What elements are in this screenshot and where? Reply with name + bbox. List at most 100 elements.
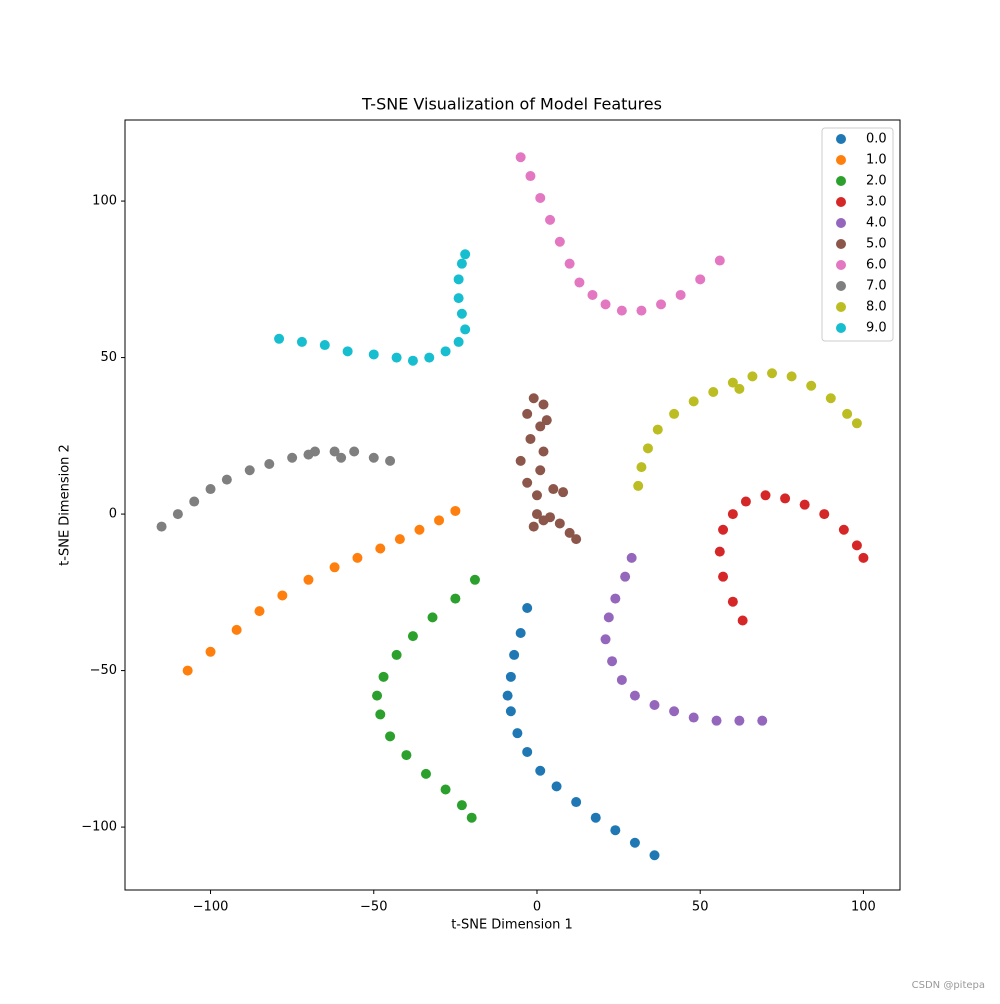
point — [607, 656, 618, 667]
point — [456, 308, 467, 319]
point — [718, 524, 729, 535]
point — [525, 171, 536, 182]
point — [538, 446, 549, 457]
point — [675, 289, 686, 300]
point — [708, 387, 719, 398]
point — [434, 515, 445, 526]
point — [505, 706, 516, 717]
point — [564, 258, 575, 269]
point — [740, 496, 751, 507]
point — [734, 383, 745, 394]
chart-title: T-SNE Visualization of Model Features — [361, 95, 662, 114]
legend-marker — [836, 302, 846, 312]
point — [711, 715, 722, 726]
point — [535, 765, 546, 776]
point — [656, 299, 667, 310]
legend-marker — [836, 323, 846, 333]
point — [401, 750, 412, 761]
point — [587, 289, 598, 300]
y-tick-label: −50 — [90, 663, 117, 678]
point — [669, 706, 680, 717]
x-tick-label: −100 — [193, 900, 229, 915]
point — [649, 700, 660, 711]
point — [329, 446, 340, 457]
legend-label: 7.0 — [866, 279, 887, 294]
point — [642, 443, 653, 454]
point — [375, 709, 386, 720]
point — [734, 715, 745, 726]
legend-marker — [836, 155, 846, 165]
point — [535, 421, 546, 432]
point — [277, 590, 288, 601]
point — [554, 518, 565, 529]
point — [182, 665, 193, 676]
point — [786, 371, 797, 382]
point — [760, 490, 771, 501]
y-tick-label: 50 — [100, 350, 117, 365]
point — [851, 418, 862, 429]
point — [172, 509, 183, 520]
point — [636, 305, 647, 316]
point — [342, 346, 353, 357]
point — [502, 690, 513, 701]
point — [551, 781, 562, 792]
axes-frame — [124, 119, 901, 891]
point — [538, 515, 549, 526]
point — [528, 393, 539, 404]
point — [780, 493, 791, 504]
point — [264, 458, 275, 469]
point — [535, 192, 546, 203]
point — [669, 408, 680, 419]
point — [329, 562, 340, 573]
point — [535, 465, 546, 476]
point — [571, 797, 582, 808]
point — [538, 399, 549, 410]
x-tick-label: 50 — [692, 900, 709, 915]
point — [460, 249, 471, 260]
point — [616, 674, 627, 685]
point — [378, 671, 389, 682]
legend-label: 3.0 — [866, 195, 887, 210]
point — [319, 340, 330, 351]
point — [541, 415, 552, 426]
point — [695, 274, 706, 285]
point — [221, 474, 232, 485]
point — [636, 462, 647, 473]
point — [842, 408, 853, 419]
point — [391, 352, 402, 363]
point — [440, 784, 451, 795]
legend-label: 5.0 — [866, 237, 887, 252]
point — [610, 825, 621, 836]
legend-marker — [836, 134, 846, 144]
x-tick-label: 100 — [851, 900, 876, 915]
point — [460, 324, 471, 335]
point — [757, 715, 768, 726]
point — [296, 336, 307, 347]
y-tick-label: 0 — [109, 507, 117, 522]
point — [564, 527, 575, 538]
point — [522, 746, 533, 757]
x-tick-label: −50 — [360, 900, 387, 915]
legend: 0.0 1.0 2.0 3.0 4.0 5.0 6.0 7.0 8.0 9.0 — [821, 127, 894, 342]
legend-marker — [836, 176, 846, 186]
point — [718, 571, 729, 582]
point — [688, 712, 699, 723]
point — [610, 593, 621, 604]
point — [858, 552, 869, 563]
point — [600, 299, 611, 310]
point — [189, 496, 200, 507]
point — [368, 452, 379, 463]
legend-label: 2.0 — [866, 174, 887, 189]
point — [652, 424, 663, 435]
point — [375, 543, 386, 554]
point — [427, 612, 438, 623]
point — [453, 293, 464, 304]
point — [747, 371, 758, 382]
point — [394, 534, 405, 545]
point — [633, 480, 644, 491]
point — [274, 333, 285, 344]
point — [626, 552, 637, 563]
point — [505, 671, 516, 682]
point — [714, 546, 725, 557]
